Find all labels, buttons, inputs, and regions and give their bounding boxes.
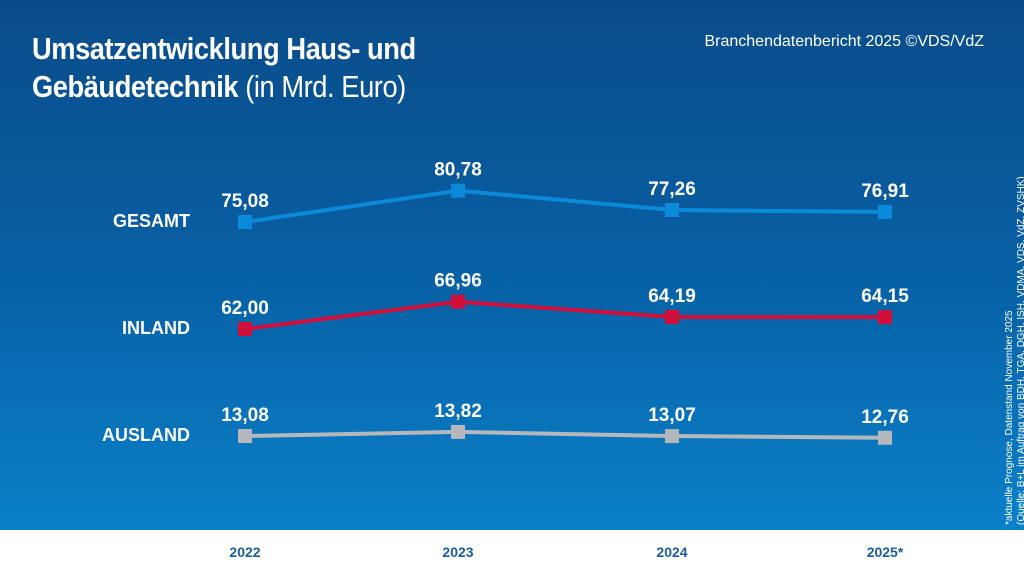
series-label: INLAND — [122, 318, 190, 338]
data-label: 12,76 — [861, 407, 909, 428]
data-point — [238, 322, 252, 336]
data-label: 13,07 — [648, 405, 696, 426]
data-point — [665, 429, 679, 444]
data-label: 64,15 — [861, 286, 909, 307]
x-tick-label: 2023 — [442, 544, 474, 560]
data-point — [665, 309, 679, 324]
data-label: 75,08 — [221, 191, 269, 212]
data-label: 64,19 — [648, 286, 696, 307]
title-bold: Umsatzentwicklung Haus- und Gebäudetechn… — [32, 31, 416, 104]
data-point — [451, 183, 465, 198]
data-label: 76,91 — [861, 181, 909, 202]
data-point — [451, 294, 465, 309]
data-point — [238, 215, 252, 229]
series-line — [244, 188, 886, 224]
chart-background — [0, 0, 1024, 530]
series-label: GESAMT — [112, 211, 190, 231]
series-label: AUSLAND — [102, 425, 190, 445]
series-line — [244, 429, 886, 440]
data-label: 77,26 — [648, 179, 696, 200]
x-tick-label: 2025* — [866, 544, 904, 560]
data-point — [878, 310, 892, 325]
chart-title: Umsatzentwicklung Haus- und Gebäudetechn… — [32, 30, 525, 106]
data-point — [665, 203, 679, 218]
data-point — [238, 429, 252, 443]
data-point — [878, 430, 892, 445]
data-label: 62,00 — [221, 298, 269, 319]
data-label: 13,08 — [221, 405, 269, 426]
data-point — [878, 204, 892, 219]
source-label: Branchendatenbericht 2025 ©VDS/VdZ — [704, 33, 984, 50]
title-unit: (in Mrd. Euro) — [245, 69, 406, 104]
data-label: 80,78 — [434, 160, 482, 181]
series-line — [244, 299, 886, 331]
data-label: 13,82 — [434, 401, 482, 422]
x-tick-label: 2022 — [229, 544, 261, 560]
x-tick-label: 2024 — [656, 544, 688, 560]
data-label: 66,96 — [434, 271, 482, 292]
data-point — [451, 424, 465, 439]
